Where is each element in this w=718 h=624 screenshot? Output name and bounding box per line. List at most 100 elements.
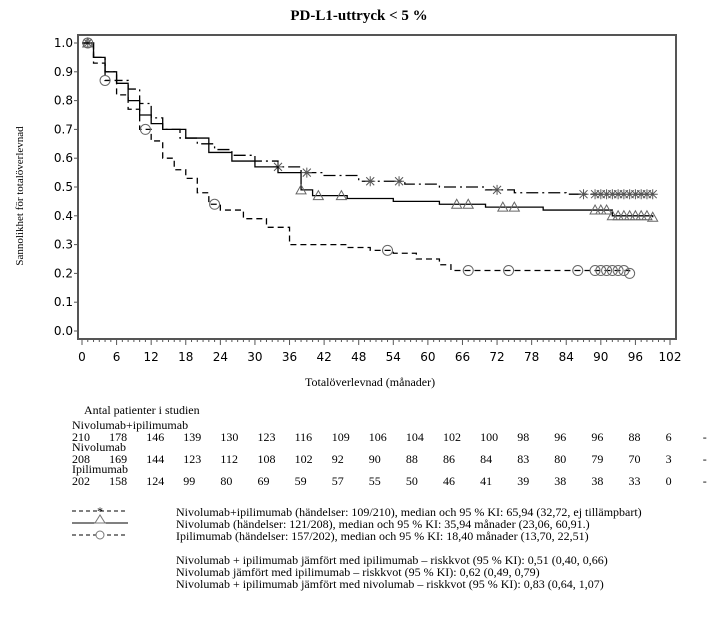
risk-count: 59 xyxy=(294,474,307,488)
censor-star-marker xyxy=(492,184,503,195)
censor-triangle-marker xyxy=(450,198,463,209)
censor-star-marker xyxy=(647,189,658,200)
censor-circle-marker xyxy=(618,265,630,277)
x-tick-label: 0 xyxy=(78,350,86,364)
censor-star-marker xyxy=(365,176,376,187)
risk-count: 202 xyxy=(72,474,90,488)
risk-count: 104 xyxy=(405,430,424,444)
censor-circle-marker xyxy=(99,74,111,86)
x-tick-label: 12 xyxy=(144,350,159,364)
x-tick-label: 48 xyxy=(351,350,366,364)
risk-count: 116 xyxy=(294,430,313,444)
risk-count: 86 xyxy=(443,452,455,466)
legend-entry: Nivolumab (händelser: 121/208), median o… xyxy=(176,517,590,531)
risk-count: 144 xyxy=(146,452,165,466)
risk-count: 130 xyxy=(220,430,239,444)
risk-count: 112 xyxy=(220,452,238,466)
censor-circle-marker xyxy=(589,265,601,277)
censor-triangle-marker xyxy=(629,209,642,221)
y-tick-label: 0.3 xyxy=(54,238,73,252)
censor-triangle-marker xyxy=(335,189,348,201)
censor-triangle-marker xyxy=(508,201,521,212)
risk-count: 88 xyxy=(628,430,641,444)
y-axis-label: Sannolikhet för totalöverlevnad xyxy=(14,126,26,266)
censor-triangle-marker xyxy=(295,183,307,195)
hazard-ratio: Nivolumab jämfört med ipilimumab – riskk… xyxy=(176,565,540,579)
risk-count: 0 xyxy=(665,474,672,488)
censor-triangle-marker xyxy=(623,209,636,221)
risk-count: 50 xyxy=(405,474,418,488)
risk-count: 102 xyxy=(294,452,313,466)
risk-count: 96 xyxy=(591,430,604,444)
risk-group-name: Ipilimumab xyxy=(72,462,128,476)
risk-count: 124 xyxy=(146,474,165,488)
x-tick-label: 90 xyxy=(593,350,608,364)
y-tick-label: 0.4 xyxy=(54,209,73,223)
censor-triangle-marker xyxy=(635,209,648,221)
risk-count: 106 xyxy=(368,430,387,444)
risk-count: 80 xyxy=(220,474,233,488)
risk-count: 80 xyxy=(554,452,567,466)
y-tick-label: 0.2 xyxy=(54,266,73,280)
y-tick-label: 0.5 xyxy=(54,180,73,194)
risk-count: 98 xyxy=(517,430,530,444)
risk-count: 3 xyxy=(665,452,672,466)
censor-circle-marker xyxy=(382,244,394,256)
censor-triangle-marker xyxy=(594,204,607,215)
risk-count: 92 xyxy=(331,452,344,466)
risk-count: - xyxy=(702,474,707,488)
x-tick-label: 102 xyxy=(659,350,682,364)
x-tick-label: 66 xyxy=(455,350,470,364)
censor-star-marker xyxy=(624,189,635,200)
y-tick-label: 0.7 xyxy=(54,122,73,136)
risk-count: 178 xyxy=(109,430,128,444)
x-tick-label: 18 xyxy=(178,350,193,364)
hazard-ratio: Nivolumab + ipilimumab jämfört med nivol… xyxy=(176,577,604,591)
risk-count: 90 xyxy=(368,452,381,466)
x-tick-label: 78 xyxy=(524,350,539,364)
risk-count: 210 xyxy=(72,430,90,444)
censor-star-marker xyxy=(613,189,624,200)
risk-count: 79 xyxy=(591,452,604,466)
censor-star-marker xyxy=(301,167,312,178)
risk-count: 108 xyxy=(257,452,276,466)
legend-entry: Ipilimumab (händelser: 157/202), median … xyxy=(176,529,589,543)
risk-count: 83 xyxy=(517,452,530,466)
censor-circle-marker xyxy=(82,37,94,49)
risk-count: 39 xyxy=(517,474,530,488)
censor-circle-marker xyxy=(503,265,515,277)
censor-star-marker xyxy=(636,189,647,200)
risk-count: 69 xyxy=(257,474,270,488)
risk-count: 100 xyxy=(480,430,499,444)
risk-count: 55 xyxy=(368,474,381,488)
x-tick-label: 6 xyxy=(113,350,121,364)
y-tick-label: 0.6 xyxy=(54,151,73,165)
censor-star-marker xyxy=(641,189,652,200)
risk-count: 169 xyxy=(109,452,128,466)
x-tick-label: 60 xyxy=(420,350,435,364)
censor-triangle-marker xyxy=(646,211,659,222)
risk-count: 109 xyxy=(331,430,350,444)
censor-triangle-marker xyxy=(462,198,475,209)
censor-triangle-marker xyxy=(606,209,619,221)
censor-triangle-marker xyxy=(496,201,509,212)
censor-circle-marker xyxy=(209,198,221,210)
risk-count: 46 xyxy=(443,474,455,488)
x-tick-label: 30 xyxy=(247,350,262,364)
censor-circle-marker xyxy=(595,265,607,277)
x-tick-label: 36 xyxy=(282,350,297,364)
hazard-ratio: Nivolumab + ipilimumab jämfört med ipili… xyxy=(176,553,608,567)
censor-star-marker xyxy=(601,189,612,200)
risk-count: 38 xyxy=(591,474,604,488)
risk-count: 146 xyxy=(146,430,165,444)
censor-circle-marker xyxy=(612,265,624,277)
censor-star-marker xyxy=(630,189,641,200)
censor-star-marker xyxy=(595,189,606,200)
censor-star-marker xyxy=(590,189,601,200)
censor-triangle-marker xyxy=(589,204,601,215)
risk-group-name: Nivolumab xyxy=(72,440,126,454)
legend-entry: Nivolumab+ipilimumab (händelser: 109/210… xyxy=(176,505,642,519)
censor-circle-marker xyxy=(139,123,151,135)
risk-table-heading: Antal patienter i studien xyxy=(84,403,200,417)
